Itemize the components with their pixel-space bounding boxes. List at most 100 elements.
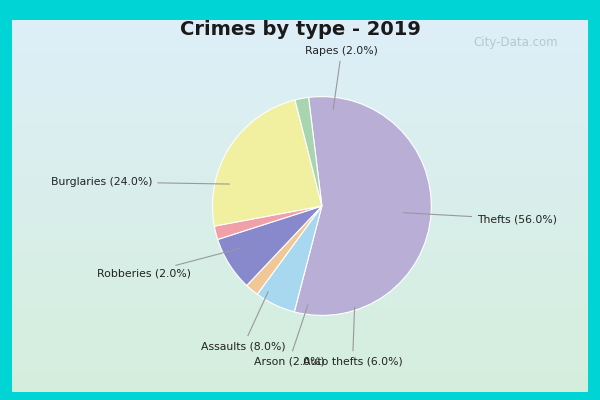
- Bar: [12, 120, 588, 124]
- Bar: [12, 165, 588, 169]
- Text: Auto thefts (6.0%): Auto thefts (6.0%): [302, 307, 403, 366]
- Bar: [12, 158, 588, 161]
- Bar: [12, 132, 588, 135]
- Bar: [12, 303, 588, 306]
- Bar: [12, 150, 588, 154]
- Text: Thefts (56.0%): Thefts (56.0%): [403, 213, 557, 224]
- Text: City-Data.com: City-Data.com: [473, 36, 558, 49]
- Bar: [12, 358, 588, 362]
- Bar: [12, 83, 588, 87]
- Bar: [12, 370, 588, 374]
- Text: Robberies (2.0%): Robberies (2.0%): [97, 248, 241, 279]
- Bar: [12, 195, 588, 198]
- Bar: [12, 266, 588, 269]
- Bar: [12, 232, 588, 236]
- Bar: [12, 325, 588, 329]
- Bar: [12, 42, 588, 46]
- Bar: [12, 258, 588, 262]
- Wedge shape: [295, 98, 322, 206]
- Bar: [12, 374, 588, 377]
- Bar: [12, 135, 588, 139]
- Bar: [12, 35, 588, 39]
- Bar: [12, 31, 588, 35]
- Bar: [12, 384, 588, 388]
- Bar: [12, 251, 588, 254]
- Bar: [12, 106, 588, 109]
- Bar: [12, 214, 588, 217]
- Bar: [12, 46, 588, 50]
- Bar: [12, 180, 588, 184]
- Bar: [12, 388, 588, 392]
- Bar: [12, 280, 588, 284]
- Bar: [12, 124, 588, 128]
- Bar: [12, 198, 588, 202]
- Bar: [12, 76, 588, 80]
- Bar: [12, 98, 588, 102]
- Bar: [12, 347, 588, 351]
- Bar: [12, 191, 588, 195]
- Bar: [12, 54, 588, 57]
- Bar: [12, 247, 588, 251]
- Bar: [12, 113, 588, 117]
- Bar: [12, 109, 588, 113]
- Bar: [12, 321, 588, 325]
- Bar: [12, 366, 588, 370]
- Bar: [12, 94, 588, 98]
- Bar: [12, 240, 588, 243]
- Bar: [12, 68, 588, 72]
- Wedge shape: [214, 206, 322, 240]
- Bar: [12, 314, 588, 318]
- Bar: [12, 228, 588, 232]
- Bar: [12, 381, 588, 384]
- Bar: [12, 217, 588, 221]
- Bar: [12, 161, 588, 165]
- Bar: [12, 377, 588, 381]
- Bar: [12, 50, 588, 54]
- Bar: [12, 306, 588, 310]
- Text: Rapes (2.0%): Rapes (2.0%): [305, 46, 378, 109]
- Bar: [12, 202, 588, 206]
- Wedge shape: [247, 206, 322, 294]
- Bar: [12, 65, 588, 68]
- Wedge shape: [212, 100, 322, 226]
- Bar: [12, 28, 588, 31]
- Bar: [12, 184, 588, 187]
- Bar: [12, 236, 588, 240]
- Wedge shape: [295, 96, 431, 316]
- Bar: [12, 102, 588, 106]
- Bar: [12, 336, 588, 340]
- Bar: [12, 169, 588, 172]
- Bar: [12, 91, 588, 94]
- Bar: [12, 295, 588, 299]
- Bar: [12, 210, 588, 214]
- Text: Burglaries (24.0%): Burglaries (24.0%): [51, 177, 229, 187]
- Bar: [12, 38, 588, 42]
- Bar: [12, 139, 588, 143]
- Bar: [12, 206, 588, 210]
- Bar: [12, 187, 588, 191]
- Bar: [12, 299, 588, 303]
- Bar: [12, 20, 588, 24]
- Bar: [12, 72, 588, 76]
- Bar: [12, 225, 588, 228]
- Bar: [12, 61, 588, 65]
- Bar: [12, 80, 588, 83]
- Bar: [12, 351, 588, 355]
- Bar: [12, 344, 588, 347]
- Bar: [12, 284, 588, 288]
- Bar: [12, 277, 588, 280]
- Bar: [12, 340, 588, 344]
- Bar: [12, 57, 588, 61]
- Bar: [12, 24, 588, 28]
- Wedge shape: [218, 206, 322, 286]
- Bar: [12, 288, 588, 292]
- Bar: [12, 243, 588, 247]
- Bar: [12, 87, 588, 91]
- Text: Assaults (8.0%): Assaults (8.0%): [201, 292, 286, 351]
- Bar: [12, 269, 588, 273]
- Bar: [12, 146, 588, 150]
- Bar: [12, 154, 588, 158]
- Bar: [12, 310, 588, 314]
- Wedge shape: [257, 206, 322, 312]
- Bar: [12, 221, 588, 225]
